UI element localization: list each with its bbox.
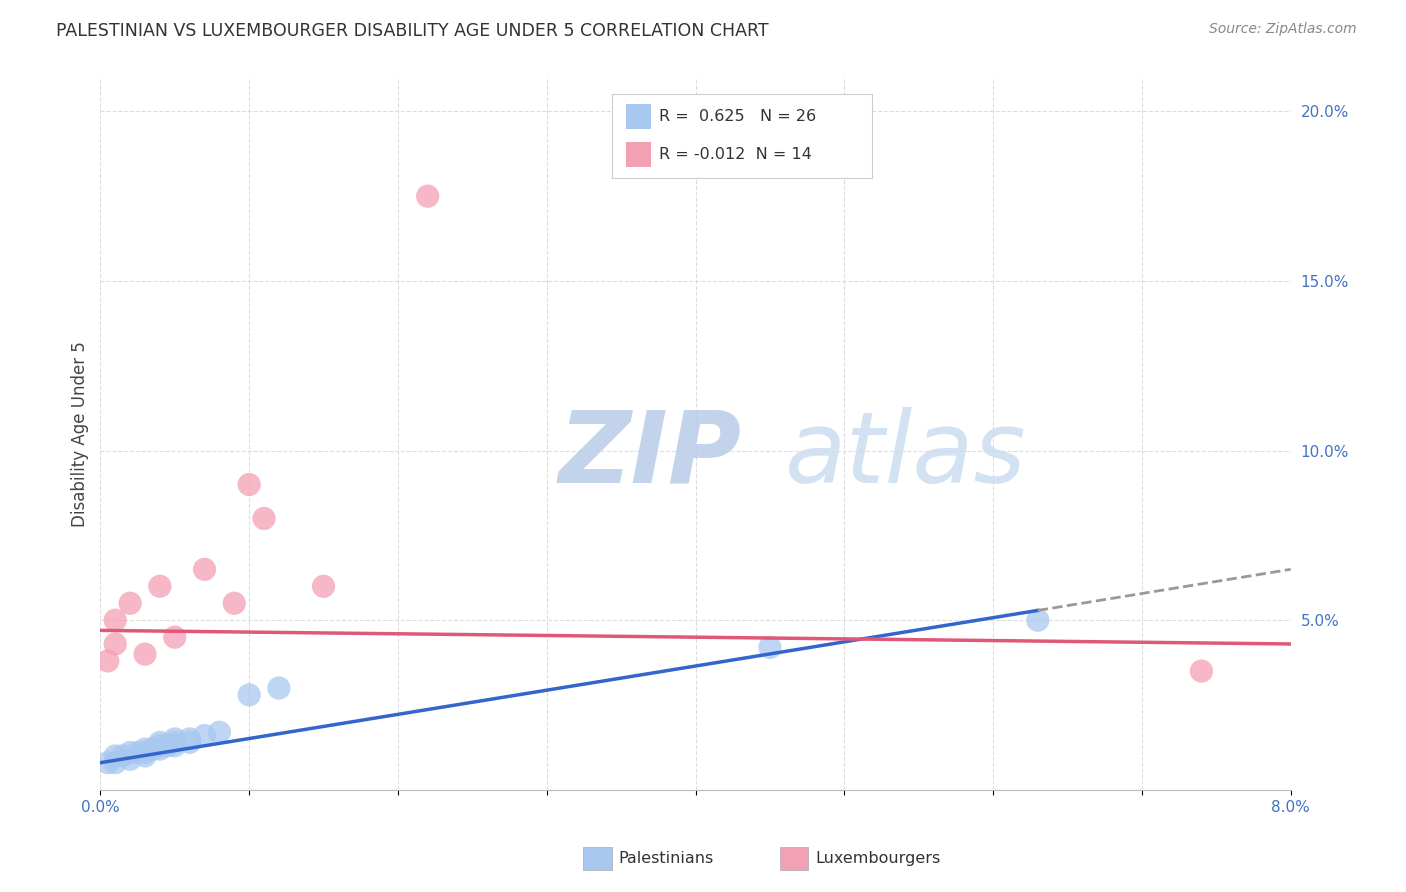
Point — [193, 729, 215, 743]
Point — [134, 748, 156, 763]
Point — [134, 647, 156, 661]
Text: R =  0.625   N = 26: R = 0.625 N = 26 — [659, 109, 817, 124]
Point — [193, 562, 215, 576]
Point — [149, 579, 172, 593]
Point — [141, 742, 163, 756]
Point — [224, 596, 246, 610]
Point — [267, 681, 290, 695]
Point — [238, 688, 260, 702]
Point — [312, 579, 335, 593]
Point — [163, 735, 186, 749]
Point — [1191, 664, 1213, 678]
Point — [416, 189, 439, 203]
Text: atlas: atlas — [785, 407, 1026, 503]
Text: Source: ZipAtlas.com: Source: ZipAtlas.com — [1209, 22, 1357, 37]
Point — [120, 746, 142, 760]
Point — [253, 511, 276, 525]
Point — [1026, 613, 1049, 627]
Point — [104, 756, 127, 770]
Point — [120, 752, 142, 766]
Y-axis label: Disability Age Under 5: Disability Age Under 5 — [72, 341, 89, 526]
Point — [149, 739, 172, 753]
Text: PALESTINIAN VS LUXEMBOURGER DISABILITY AGE UNDER 5 CORRELATION CHART: PALESTINIAN VS LUXEMBOURGER DISABILITY A… — [56, 22, 769, 40]
Text: Palestinians: Palestinians — [619, 851, 714, 865]
Point — [104, 748, 127, 763]
Point — [104, 613, 127, 627]
Point — [149, 742, 172, 756]
Point — [163, 739, 186, 753]
Point — [111, 748, 134, 763]
Point — [163, 731, 186, 746]
Point — [208, 725, 231, 739]
Text: R = -0.012  N = 14: R = -0.012 N = 14 — [659, 146, 813, 161]
Point — [127, 746, 149, 760]
Point — [97, 756, 120, 770]
Point — [238, 477, 260, 491]
Point — [156, 739, 179, 753]
Point — [179, 735, 201, 749]
Point — [104, 637, 127, 651]
Point — [163, 630, 186, 644]
Text: Luxembourgers: Luxembourgers — [815, 851, 941, 865]
Point — [134, 746, 156, 760]
Point — [120, 596, 142, 610]
Point — [134, 742, 156, 756]
Point — [97, 654, 120, 668]
Point — [759, 640, 782, 655]
Text: ZIP: ZIP — [558, 407, 741, 503]
Point — [179, 731, 201, 746]
Point — [149, 735, 172, 749]
